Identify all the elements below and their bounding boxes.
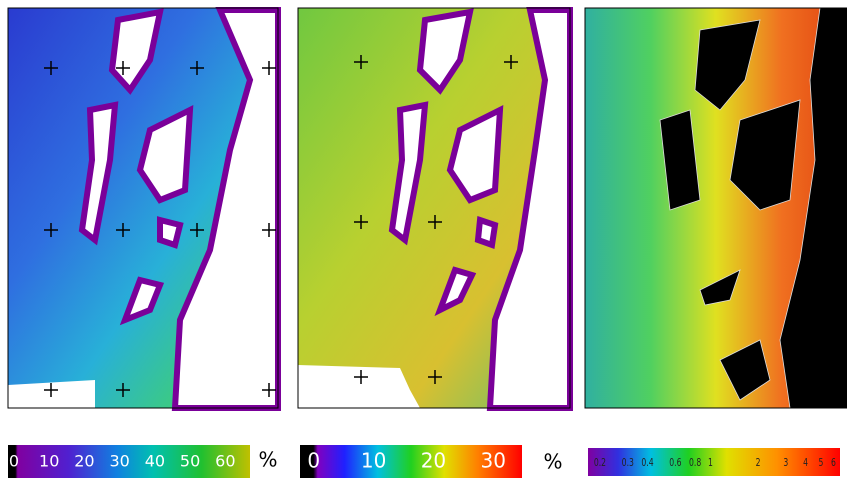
colorbar-tick-label: 0.2 <box>594 457 606 470</box>
colorbar-tick-label: 2 <box>756 457 761 470</box>
colorbar <box>588 448 840 476</box>
colorbar-tick-label: 0 <box>307 449 320 473</box>
colorbar-tick-label: 60 <box>215 452 235 471</box>
colorbar-tick-label: 20 <box>74 452 94 471</box>
map-panel <box>297 7 573 411</box>
colorbar-tick-label: 3 <box>783 457 788 470</box>
colorbar-tick-label: 0.3 <box>622 457 634 470</box>
colorbar-tick-label: 50 <box>180 452 200 471</box>
colorbar-tick-label: 40 <box>145 452 165 471</box>
colorbar-tick-label: 6 <box>831 457 836 470</box>
colorbar-tick-label: 10 <box>361 449 386 473</box>
colorbar-tick-label: 0.4 <box>641 457 653 470</box>
colorbar-tick-label: 0 <box>9 452 19 471</box>
map-panel <box>584 7 847 409</box>
colorbar-tick-label: 30 <box>109 452 129 471</box>
colorbar-tick-label: 20 <box>421 449 446 473</box>
colorbar-tick-label: 10 <box>39 452 59 471</box>
colorbar-tick-label: 30 <box>481 449 506 473</box>
map-panel <box>7 7 281 411</box>
colorbar <box>300 445 522 478</box>
colorbar <box>8 445 250 478</box>
colorbar-tick-label: 1 <box>708 457 713 470</box>
colorbar-tick-label: 5 <box>818 457 823 470</box>
colorbar-unit: % <box>543 450 562 474</box>
colorbar-tick-label: 4 <box>803 457 808 470</box>
colorbar-tick-label: 0.8 <box>689 457 701 470</box>
colorbar-unit: % <box>258 448 277 472</box>
colorbar-tick-label: 0.6 <box>669 457 681 470</box>
